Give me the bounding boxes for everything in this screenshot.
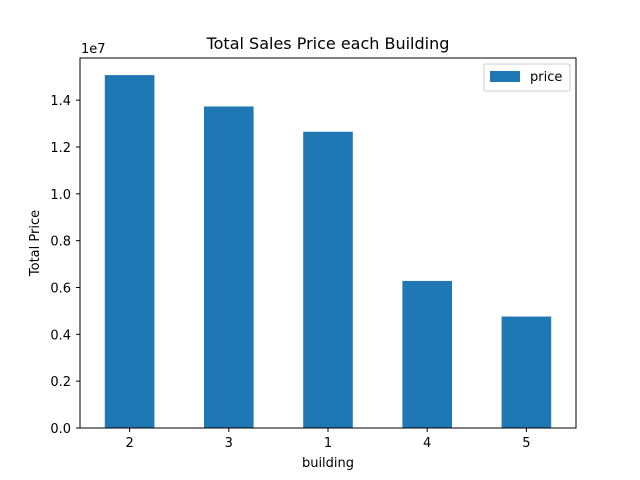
y-tick-label: 1.0 [50, 188, 71, 203]
bar-building-1 [303, 131, 353, 429]
y-tick-label: 0.6 [50, 281, 71, 296]
y-tick-label: 0.2 [50, 375, 71, 390]
x-tick-label: 3 [225, 436, 233, 451]
legend-label-price: price [530, 70, 562, 85]
legend-swatch [490, 71, 520, 82]
y-axis-label: Total Price [28, 210, 43, 277]
x-tick-label: 5 [522, 436, 530, 451]
x-tick-label: 2 [125, 436, 133, 451]
y-axis-ticks: 0.0 0.2 0.4 0.6 0.8 1.0 1.2 1.4 [50, 94, 80, 437]
legend: price [483, 63, 571, 92]
x-tick-label: 4 [423, 436, 431, 451]
y-tick-label: 0.8 [50, 235, 71, 250]
legend-box [483, 63, 571, 92]
bar-building-3 [204, 106, 254, 429]
bar-building-5 [501, 316, 552, 428]
y-tick-label: 1.4 [50, 94, 71, 109]
bars-group [104, 75, 552, 429]
y-tick-label: 1.2 [50, 141, 71, 156]
x-tick-label: 1 [324, 436, 332, 451]
x-axis-label: building [302, 456, 354, 471]
x-axis-ticks: 2 3 1 4 5 [125, 428, 531, 451]
y-tick-label: 0.4 [50, 328, 71, 343]
y-tick-label: 0.0 [50, 422, 71, 437]
chart-title: Total Sales Price each Building [206, 34, 450, 53]
y-axis-offset-label: 1e7 [81, 42, 106, 57]
bar-building-4 [402, 280, 452, 428]
bar-building-2 [104, 75, 155, 428]
